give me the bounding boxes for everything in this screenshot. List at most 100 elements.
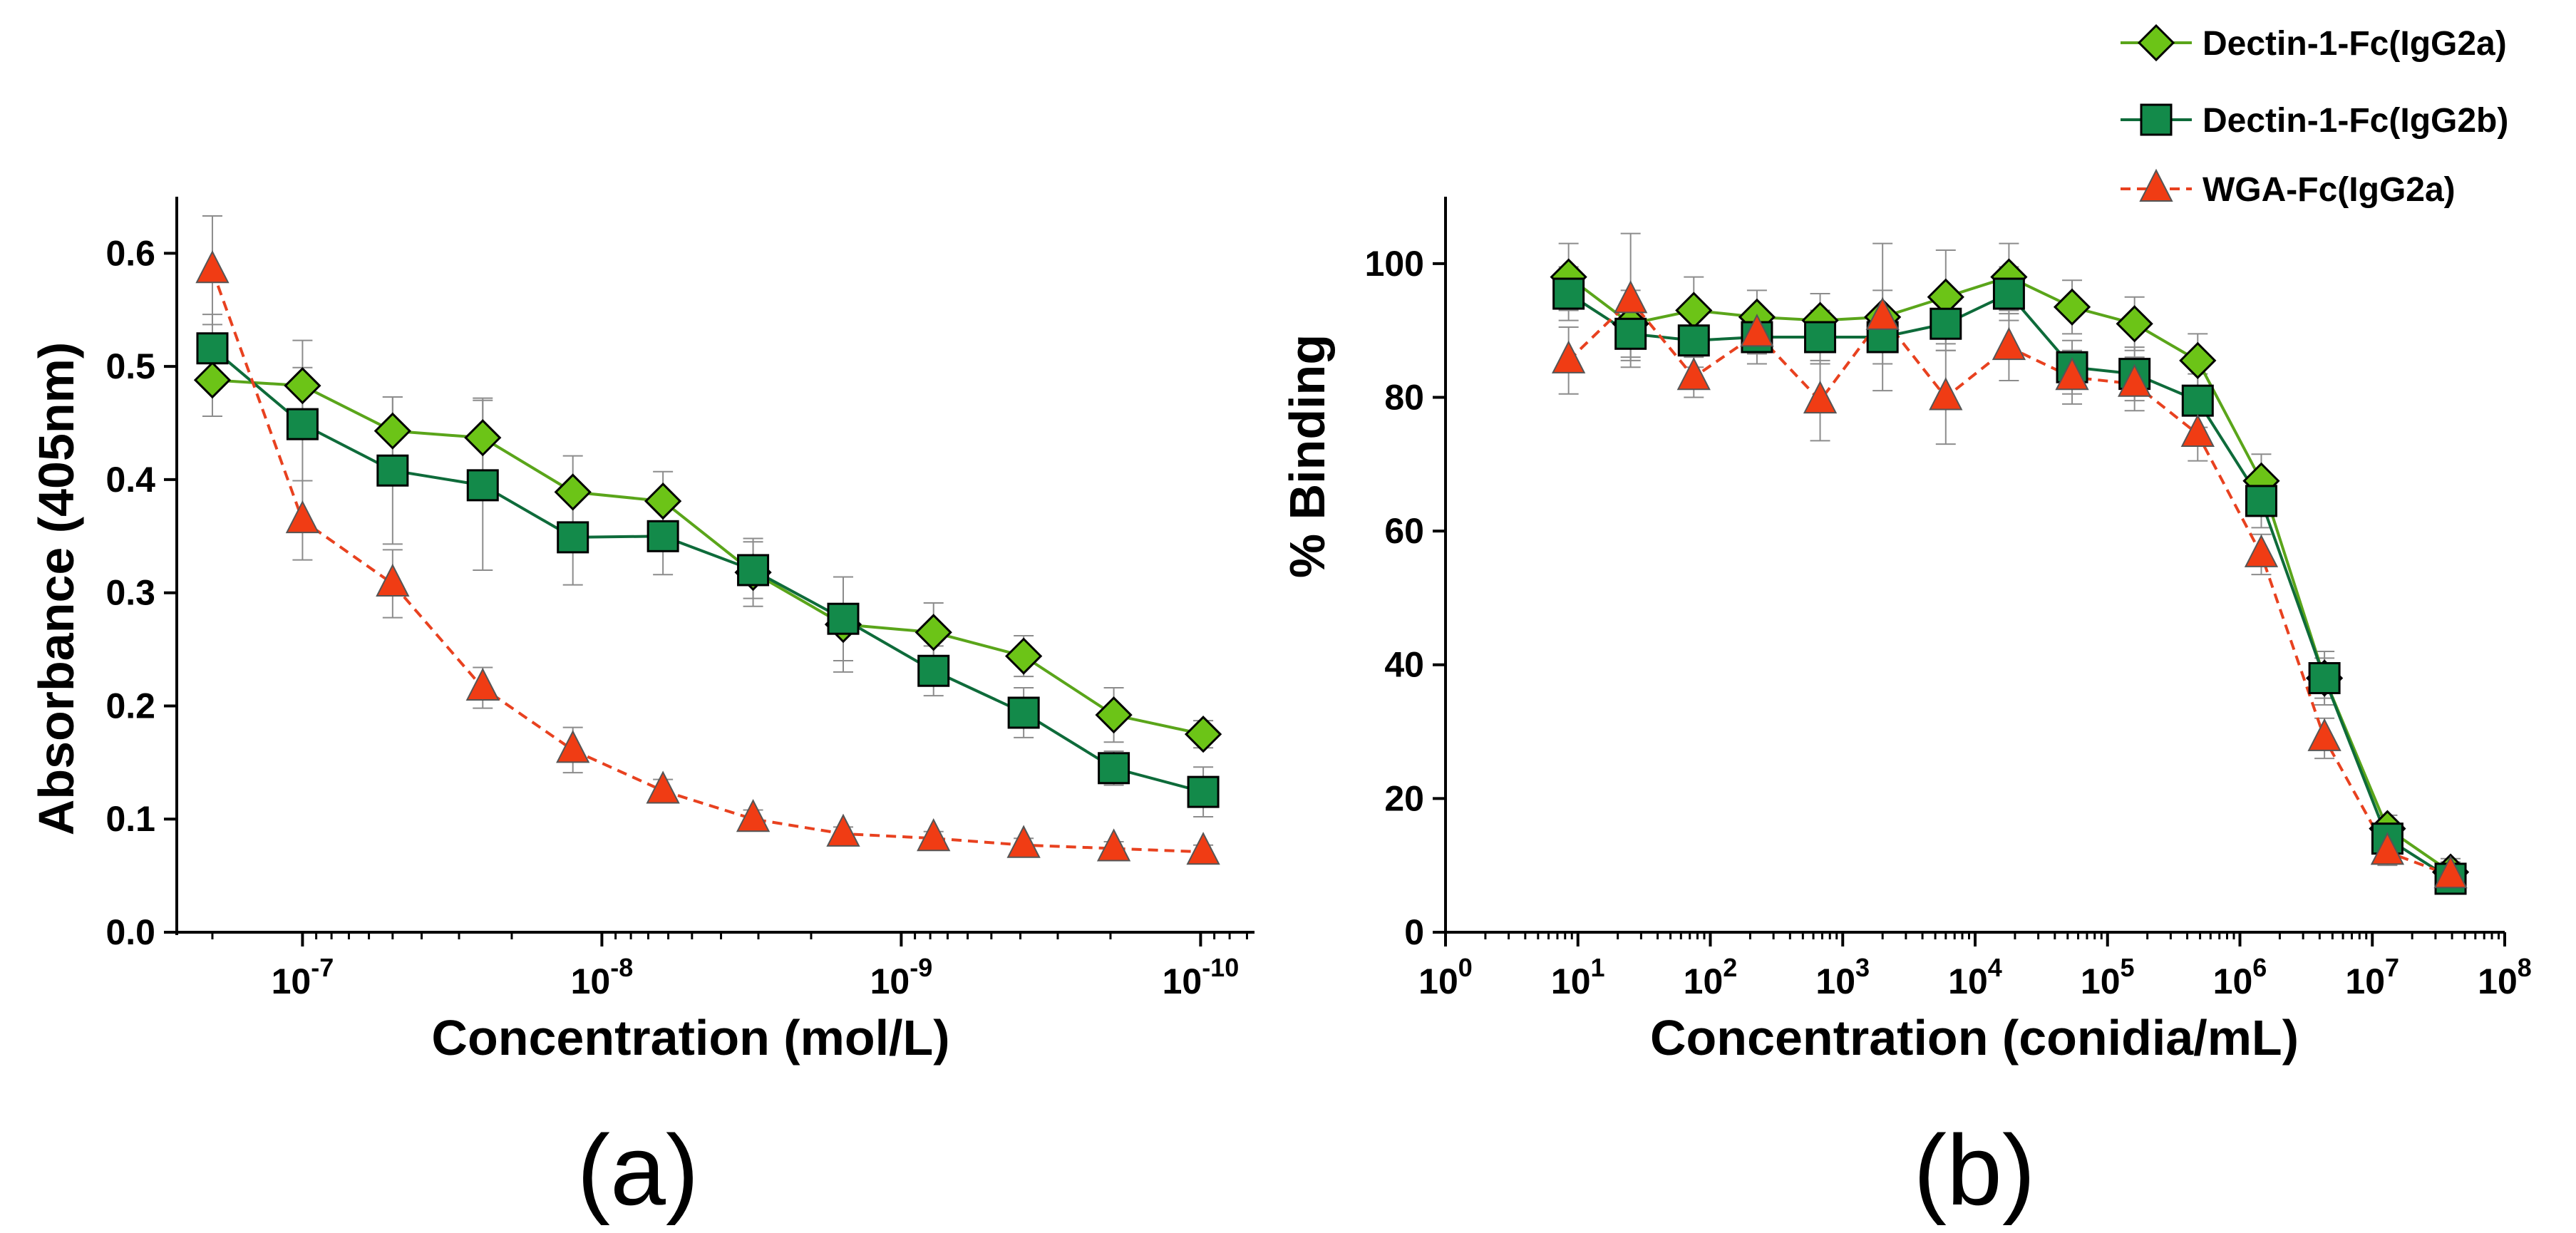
series-line [212, 378, 1204, 736]
data-point [917, 654, 950, 687]
data-point [917, 818, 951, 852]
legend-marker [2140, 103, 2173, 136]
data-point [376, 563, 410, 597]
x-tick-label: 108 [2478, 953, 2532, 1001]
y-tick-label: 100 [1365, 244, 1424, 284]
y-tick-label: 0.3 [105, 573, 155, 613]
x-tick-label: 10-7 [272, 953, 334, 1001]
data-point [1005, 637, 1043, 675]
x-tick-label: 106 [2213, 953, 2267, 1001]
series-line [211, 269, 1204, 854]
legend-entry-wga-igg2a: WGA-Fc(IgG2a) [2121, 168, 2456, 209]
data-point [373, 412, 411, 450]
data-point [915, 614, 952, 651]
data-point [2433, 855, 2468, 889]
data-point [464, 419, 502, 457]
y-tick-label: 0.0 [105, 912, 155, 952]
data-point [1803, 380, 1838, 414]
data-point [2181, 384, 2214, 417]
data-point [644, 482, 682, 520]
data-point [646, 770, 680, 804]
data-point [2245, 485, 2277, 517]
data-point [1095, 696, 1133, 734]
y-tick-label: 0.4 [105, 460, 155, 500]
data-point [827, 602, 860, 635]
x-tick-label: 107 [2345, 953, 2399, 1001]
x-tick-label: 102 [1684, 953, 1738, 1001]
data-point [376, 454, 409, 487]
y-axis-title: Absorbance (405nm) [29, 342, 84, 835]
data-point [285, 500, 320, 534]
data-point [1187, 775, 1220, 808]
data-point [554, 473, 592, 511]
y-tick-label: 80 [1384, 377, 1424, 417]
data-point [2370, 832, 2405, 865]
data-point [2307, 718, 2341, 751]
x-tick-label: 100 [1418, 953, 1473, 1001]
x-tick-label: 10-8 [571, 953, 634, 1001]
data-point [1675, 292, 1713, 329]
data-point [1552, 340, 1586, 373]
data-point [1992, 326, 2026, 361]
legend-entry-dectin-igg2b: Dectin-1-Fc(IgG2b) [2121, 102, 2508, 140]
data-point [1929, 377, 1963, 411]
data-point [193, 361, 232, 399]
y-tick-label: 60 [1384, 511, 1424, 551]
data-point [1614, 280, 1648, 314]
x-tick-label: 10-9 [870, 953, 933, 1001]
data-point [2244, 534, 2279, 567]
panel-label-b: (b) [1913, 1114, 2035, 1226]
x-axis-title: Concentration (conidia/mL) [1650, 1010, 2299, 1066]
data-point [1676, 357, 1711, 391]
legend-marker [2137, 24, 2175, 62]
data-point [646, 520, 679, 552]
x-tick-label: 10-10 [1163, 953, 1240, 1001]
data-point [1184, 716, 1222, 753]
data-point [1930, 307, 1962, 340]
panel-label-a: (a) [577, 1114, 699, 1226]
legend-entry-dectin-igg2a: Dectin-1-Fc(IgG2a) [2121, 24, 2507, 63]
data-point [284, 367, 321, 405]
y-tick-label: 40 [1384, 645, 1424, 685]
legend-marker [2139, 168, 2173, 202]
y-tick-label: 0 [1404, 912, 1424, 952]
y-tick-label: 20 [1384, 778, 1424, 818]
data-point [1865, 296, 1900, 330]
x-tick-label: 101 [1551, 953, 1605, 1001]
data-point [2308, 661, 2341, 694]
data-point [1098, 752, 1130, 785]
data-point [465, 667, 500, 701]
data-point [1740, 314, 1774, 347]
data-point [466, 469, 499, 502]
legend-label: Dectin-1-Fc(IgG2b) [2203, 102, 2508, 140]
data-point [195, 250, 230, 284]
y-axis-title: % Binding [1279, 334, 1335, 578]
data-point [556, 730, 590, 763]
x-tick-label: 104 [1948, 953, 2002, 1001]
data-point [1614, 317, 1647, 350]
data-point [2053, 288, 2091, 326]
data-point [826, 813, 860, 847]
data-point [2118, 363, 2152, 397]
x-tick-label: 105 [2081, 953, 2135, 1001]
legend-label: Dectin-1-Fc(IgG2a) [2203, 25, 2507, 63]
y-tick-label: 0.1 [105, 799, 155, 839]
data-point [2116, 305, 2153, 343]
data-point [557, 521, 589, 554]
data-point [1552, 277, 1585, 310]
y-tick-label: 0.5 [105, 346, 155, 386]
legend-label: WGA-Fc(IgG2a) [2203, 171, 2456, 209]
y-tick-label: 0.2 [105, 686, 155, 726]
data-point [736, 799, 771, 832]
legend: Dectin-1-Fc(IgG2a) Dectin-1-Fc(IgG2b) WG… [2121, 24, 2508, 209]
data-point [286, 408, 319, 440]
data-point [2179, 341, 2217, 379]
data-point [196, 332, 229, 365]
data-point [1992, 277, 2025, 310]
data-point [1186, 832, 1220, 865]
chart-panel-a: 0.0 0.1 0.2 0.3 0.4 0.5 0.6 10-7 10-8 10-9 10-10 C… [29, 197, 1254, 1226]
data-point [1006, 825, 1041, 858]
data-point [2055, 357, 2089, 391]
